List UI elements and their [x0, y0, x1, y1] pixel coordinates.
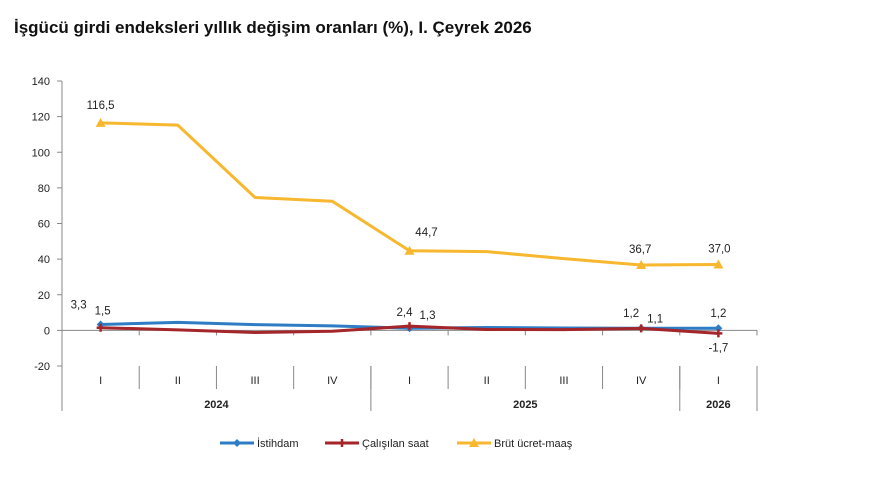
data-point-marker	[636, 260, 647, 270]
data-label: 44,7	[415, 227, 437, 239]
year-label: 2024	[204, 399, 229, 411]
series-lines	[95, 117, 724, 338]
y-tick-label: 60	[38, 219, 50, 231]
data-label: 1,2	[623, 308, 639, 320]
y-tick-label: 0	[44, 325, 50, 337]
data-label: 116,5	[87, 100, 115, 112]
x-tick-label: IV	[636, 375, 647, 387]
year-label: 2026	[706, 399, 730, 411]
x-tick-label: II	[484, 375, 490, 387]
y-tick-label: 120	[32, 112, 50, 124]
x-tick-label: I	[408, 375, 411, 387]
data-point-marker	[405, 322, 414, 331]
chart-title: İşgücü girdi endeksleri yıllık değişim o…	[14, 18, 532, 37]
data-label: 3,3	[71, 299, 87, 311]
y-tick-label: 100	[32, 147, 50, 159]
data-label: 1,3	[420, 310, 436, 322]
data-label: 1,5	[95, 306, 111, 318]
x-tick-label: IV	[327, 375, 338, 387]
series-line-3	[99, 121, 720, 267]
y-tick-label: -20	[34, 361, 50, 373]
data-point-marker	[96, 323, 105, 332]
year-label: 2025	[513, 399, 537, 411]
data-point-marker	[404, 245, 415, 255]
data-label: 1,1	[647, 313, 663, 325]
data-label: 1,2	[710, 308, 726, 320]
data-labels: 116,5 44,7 36,7 37,0 3,3 2,4 1,2 1,2 1,5 1,3 1,1 -1…	[71, 100, 731, 355]
x-tick-label: I	[99, 375, 102, 387]
data-point-marker	[714, 324, 723, 333]
legend-marker	[469, 438, 479, 447]
y-tick-label: 20	[38, 290, 50, 302]
x-tick-label: II	[175, 375, 181, 387]
legend-marker	[233, 439, 241, 447]
x-tick-label: III	[559, 375, 568, 387]
y-tick-label: 40	[38, 254, 50, 266]
data-label: 37,0	[708, 243, 730, 255]
data-point-marker	[713, 259, 724, 269]
legend-label: Çalışılan saat	[362, 438, 429, 450]
data-label: 2,4	[397, 307, 414, 319]
y-tick-label: 140	[32, 76, 50, 88]
data-point-marker	[714, 329, 723, 338]
legend-label: İstihdam	[257, 437, 299, 450]
data-point-marker	[95, 117, 106, 127]
x-tick-label: III	[250, 375, 259, 387]
data-point-marker	[637, 324, 646, 333]
legend-label: Brüt ücret-maaş	[494, 438, 573, 450]
legend: İstihdam Çalışılan saat Brüt ücret-maaş	[220, 437, 573, 450]
y-tick-label: 80	[38, 183, 50, 195]
data-label: 36,7	[629, 244, 651, 256]
legend-marker	[338, 439, 346, 447]
data-label: -1,7	[708, 342, 728, 354]
x-tick-label: I	[717, 375, 720, 387]
